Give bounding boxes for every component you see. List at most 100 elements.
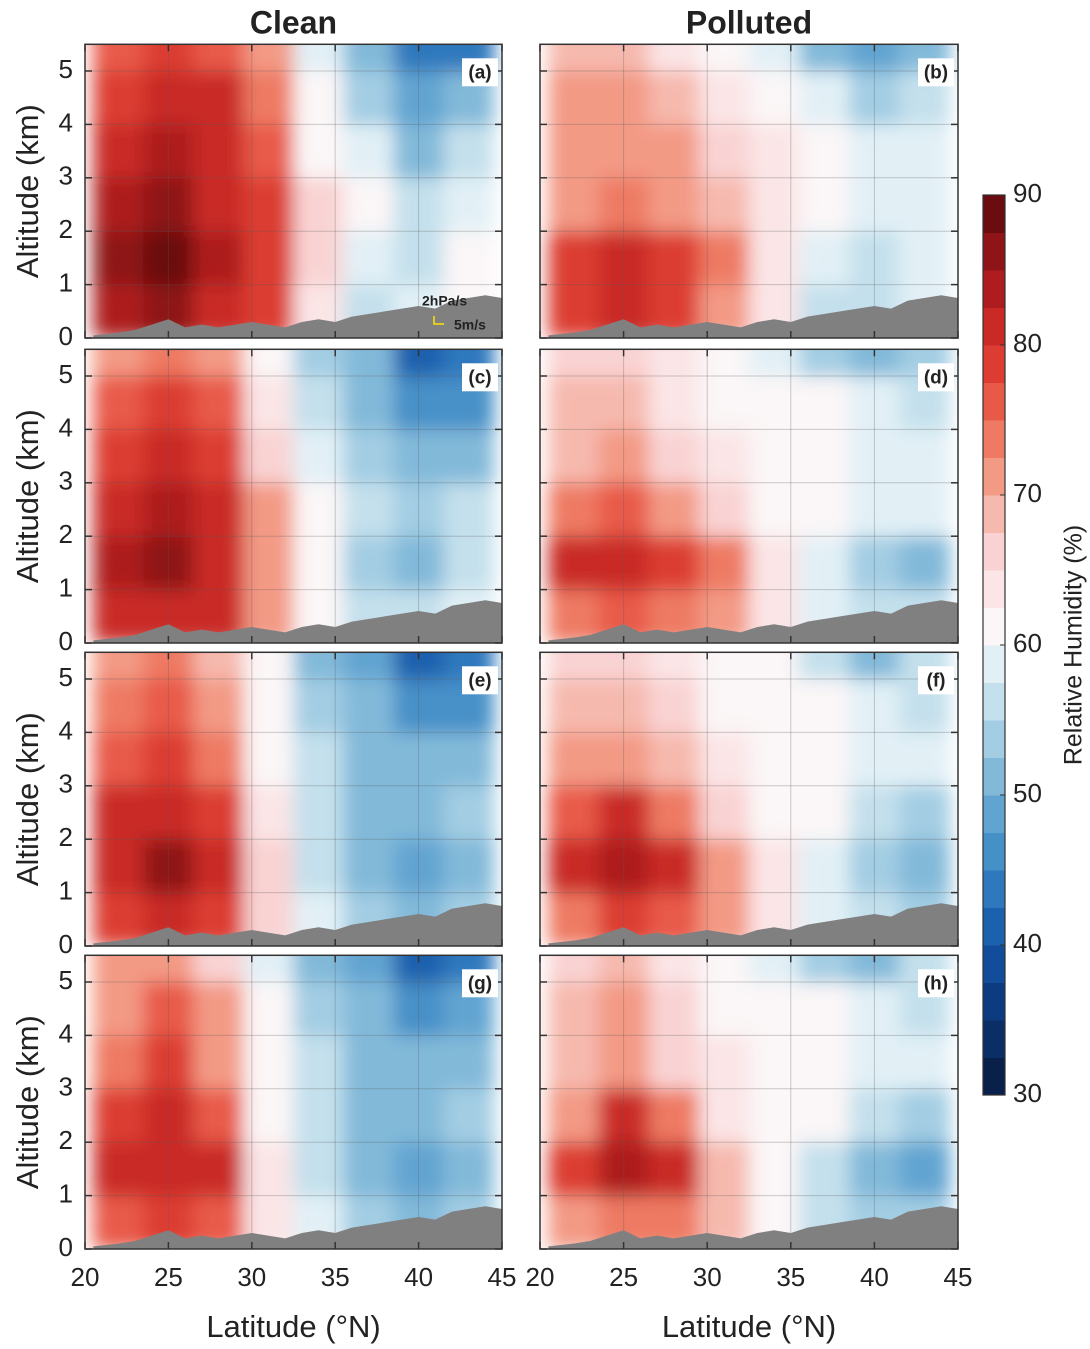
rh-cell xyxy=(193,1035,244,1090)
rh-cell xyxy=(193,231,244,286)
colorbar-swatch xyxy=(983,1020,1005,1058)
colorbar-swatch xyxy=(983,907,1005,946)
rh-cell xyxy=(698,1142,750,1197)
rh-cell xyxy=(443,482,495,537)
colorbar-swatch xyxy=(983,345,1005,383)
rh-cell xyxy=(443,1088,495,1143)
rh-cell xyxy=(648,231,700,286)
panel: 0 1 2 3 4 5 Altitude (km) (c) xyxy=(10,348,503,656)
rh-cell xyxy=(193,71,244,125)
rh-cell xyxy=(698,679,750,733)
rh-cell xyxy=(849,536,900,591)
x-tick-label: 45 xyxy=(488,1262,517,1292)
plot-area xyxy=(85,349,502,643)
rh-cell xyxy=(698,177,750,232)
rh-cell xyxy=(293,1142,345,1197)
rh-cell xyxy=(393,982,445,1036)
rh-cell xyxy=(799,71,850,125)
rh-cell xyxy=(799,839,850,894)
panel-label-box xyxy=(462,363,498,392)
rh-cell xyxy=(93,785,144,840)
rh-cell xyxy=(799,349,850,377)
rh-cell xyxy=(598,1035,650,1090)
rh-cell xyxy=(799,982,850,1036)
rh-cell xyxy=(393,1088,445,1143)
panel-label: (f) xyxy=(927,670,946,691)
reference-vector xyxy=(433,316,444,325)
rh-cell xyxy=(799,231,850,286)
rh-cell xyxy=(243,231,294,286)
rh-cell xyxy=(598,429,650,484)
rh-cell xyxy=(799,732,850,787)
rh-cell xyxy=(799,1035,850,1090)
axes-frame xyxy=(539,651,959,947)
rh-cell xyxy=(648,652,700,680)
rh-cell xyxy=(243,982,294,1036)
panel-label-box xyxy=(918,969,954,998)
rh-cell xyxy=(393,71,445,125)
rh-cell xyxy=(548,376,600,430)
rh-cell xyxy=(698,482,750,537)
rh-cell xyxy=(143,1142,194,1197)
x-tick-label: 45 xyxy=(944,1262,973,1292)
rh-cell xyxy=(393,231,445,286)
rh-cell xyxy=(143,785,194,840)
y-tick-label: 5 xyxy=(59,662,73,692)
rh-cell xyxy=(648,44,700,72)
rh-cell xyxy=(749,1142,800,1197)
colorbar-swatch xyxy=(983,495,1005,533)
y-tick-label: 2 xyxy=(59,214,73,244)
y-tick-label: 1 xyxy=(59,572,73,602)
rh-cell xyxy=(799,1088,850,1143)
rh-cell xyxy=(698,536,750,591)
colorbar-tick-label: 50 xyxy=(1013,778,1042,808)
rh-cell xyxy=(849,71,900,125)
rh-cell xyxy=(193,349,244,377)
rh-cell xyxy=(193,482,244,537)
rh-cell xyxy=(93,71,144,125)
rh-cell xyxy=(598,177,650,232)
y-tick-label: 1 xyxy=(59,1178,73,1208)
plot-area xyxy=(85,955,502,1249)
rh-cell xyxy=(93,652,144,680)
colorbar-tick-label: 70 xyxy=(1013,478,1042,508)
rh-cell xyxy=(193,679,244,733)
rh-cell xyxy=(243,124,294,179)
rh-cell xyxy=(143,376,194,430)
rh-cell xyxy=(648,1142,700,1197)
x-tick-label: 40 xyxy=(860,1262,889,1292)
rh-cell xyxy=(343,231,395,286)
rh-cell xyxy=(598,482,650,537)
rh-cell xyxy=(93,124,144,179)
rh-cell xyxy=(293,71,345,125)
rh-cell xyxy=(548,785,600,840)
plot-area xyxy=(85,652,502,946)
rh-cell xyxy=(849,177,900,232)
rh-cell xyxy=(243,1142,294,1197)
column-title: Polluted xyxy=(686,4,812,40)
terrain xyxy=(548,903,958,946)
colorbar-swatch xyxy=(983,720,1005,758)
panel-label-box xyxy=(462,969,498,998)
rh-cell xyxy=(243,839,294,894)
rh-cell xyxy=(343,429,395,484)
rh-cell xyxy=(849,1035,900,1090)
rh-cell xyxy=(343,1142,395,1197)
column-title: Clean xyxy=(250,4,337,40)
colorbar-tick-label: 80 xyxy=(1013,328,1042,358)
rh-cell xyxy=(143,732,194,787)
panel-label: (h) xyxy=(924,973,948,994)
y-tick-label: 4 xyxy=(59,107,73,137)
rh-cell xyxy=(849,1088,900,1143)
rh-cell xyxy=(393,679,445,733)
colorbar-swatch xyxy=(983,195,1005,233)
rh-cell xyxy=(648,679,700,733)
rh-cell xyxy=(749,1088,800,1143)
rh-cell xyxy=(193,955,244,983)
rh-cell xyxy=(393,732,445,787)
rh-cell xyxy=(93,284,144,339)
rh-cell xyxy=(648,1088,700,1143)
rh-cell xyxy=(799,536,850,591)
rh-cell xyxy=(343,652,395,680)
rh-cell xyxy=(93,982,144,1036)
